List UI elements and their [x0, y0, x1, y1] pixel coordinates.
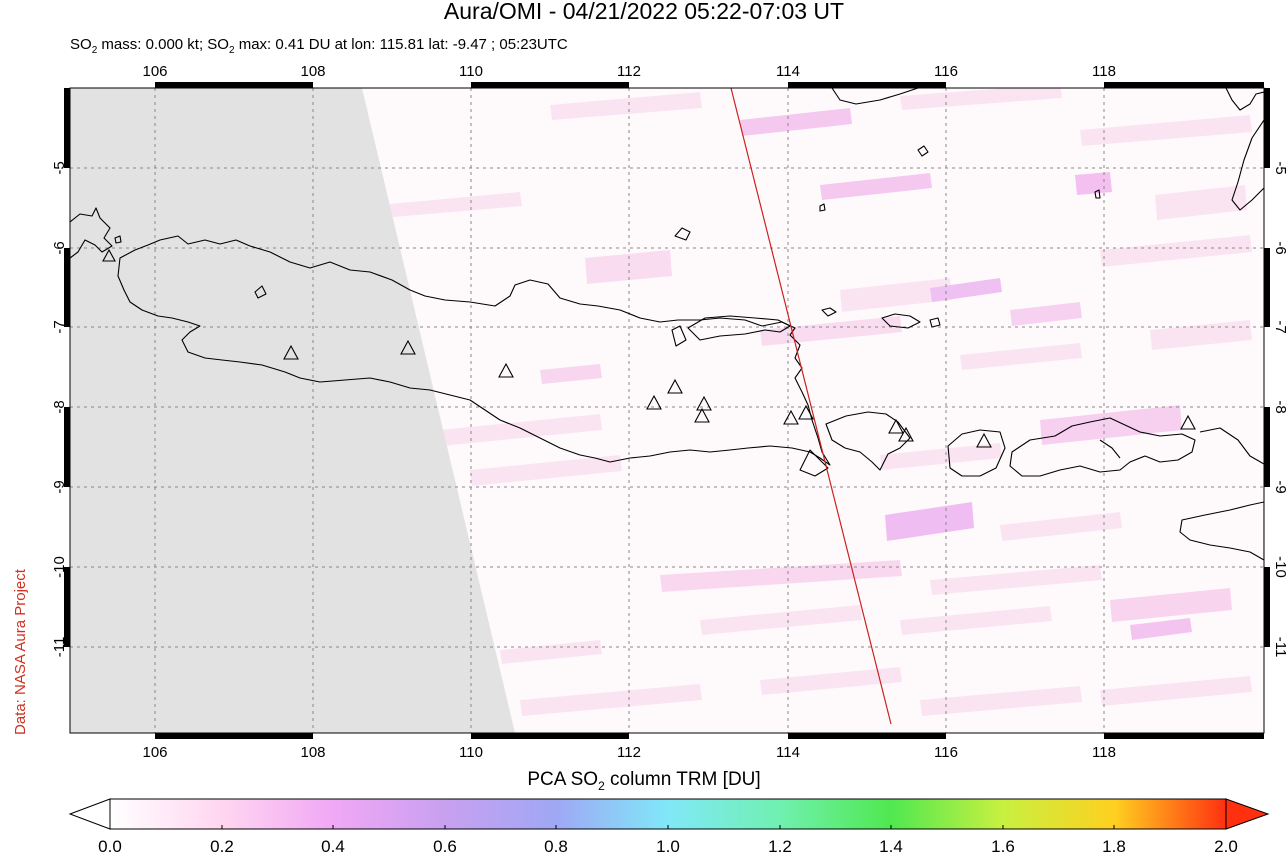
svg-text:108: 108 [300, 63, 325, 80]
svg-text:118: 118 [1092, 63, 1116, 80]
coastlines [70, 88, 1264, 561]
frame-ticks [64, 82, 1270, 739]
svg-text:116: 116 [934, 744, 958, 761]
triangle-icon [646, 394, 662, 410]
svg-text:0.0: 0.0 [98, 837, 122, 855]
svg-text:-11: -11 [51, 637, 68, 658]
svg-text:-5: -5 [1272, 161, 1288, 174]
svg-text:0.6: 0.6 [433, 837, 457, 855]
svg-text:0.2: 0.2 [210, 837, 234, 855]
lon-labels-bottom: 106 108 110 112 114 116 118 [142, 744, 1115, 761]
triangle-icon [667, 378, 683, 394]
colorbar [109, 798, 1227, 830]
lat-labels-right: -5 -6 -7 -8 -9 -10 -11 [1272, 161, 1288, 657]
graticule [70, 88, 1264, 733]
svg-text:114: 114 [776, 63, 800, 80]
triangle-icon [694, 407, 710, 423]
svg-text:-9: -9 [51, 480, 68, 493]
triangle-icon [498, 362, 514, 378]
svg-text:116: 116 [934, 63, 958, 80]
svg-text:108: 108 [300, 744, 325, 761]
svg-text:-7: -7 [1272, 320, 1288, 333]
svg-text:-9: -9 [1272, 480, 1288, 493]
colorbar-title: PCA SO2 column TRM [DU] [527, 769, 761, 793]
triangle-icon [400, 339, 416, 355]
svg-text:-10: -10 [1272, 556, 1288, 578]
triangle-icon [798, 404, 814, 420]
svg-text:1.4: 1.4 [879, 837, 903, 855]
triangle-icon [898, 426, 914, 442]
svg-text:-8: -8 [1272, 400, 1288, 413]
svg-text:-11: -11 [1272, 637, 1288, 658]
orbit-track [730, 88, 892, 725]
svg-text:-7: -7 [51, 320, 68, 333]
svg-text:-6: -6 [1272, 241, 1288, 254]
so2-summary: SO2 mass: 0.000 kt; SO2 max: 0.41 DU at … [70, 36, 568, 56]
colorbar-over-arrow [1225, 798, 1270, 830]
volcano-markers [102, 248, 1196, 448]
svg-text:0.8: 0.8 [544, 837, 568, 855]
svg-text:1.2: 1.2 [768, 837, 792, 855]
svg-text:-10: -10 [51, 556, 68, 578]
so2-retrieval-pixels [380, 88, 1252, 716]
svg-text:110: 110 [459, 63, 483, 80]
svg-text:118: 118 [1092, 744, 1116, 761]
svg-text:-6: -6 [51, 241, 68, 254]
svg-text:1.6: 1.6 [991, 837, 1015, 855]
svg-text:-5: -5 [51, 161, 68, 174]
no-data-region [70, 88, 515, 733]
triangle-icon [888, 418, 904, 434]
triangle-icon [283, 344, 299, 360]
svg-text:1.8: 1.8 [1102, 837, 1126, 855]
svg-text:114: 114 [776, 744, 800, 761]
svg-text:112: 112 [617, 744, 641, 761]
svg-text:2.0: 2.0 [1214, 837, 1238, 855]
svg-text:112: 112 [617, 63, 641, 80]
triangle-icon [696, 395, 712, 411]
map-title: Aura/OMI - 04/21/2022 05:22-07:03 UT [443, 0, 845, 24]
svg-text:110: 110 [459, 744, 483, 761]
colorbar-under-arrow [68, 798, 111, 830]
triangle-icon [783, 409, 799, 425]
lat-labels-left: -5 -6 -7 -8 -9 -10 -11 [51, 161, 68, 657]
triangle-icon [976, 432, 992, 448]
triangle-icon [102, 248, 116, 262]
svg-text:106: 106 [142, 744, 167, 761]
svg-text:-8: -8 [51, 400, 68, 413]
colorbar-tick-labels: 0.0 0.2 0.4 0.6 0.8 1.0 1.2 1.4 1.6 1.8 … [98, 837, 1238, 855]
triangle-icon [1180, 414, 1196, 430]
lon-labels-top: 106 108 110 112 114 116 118 [142, 63, 1115, 80]
svg-text:1.0: 1.0 [656, 837, 680, 855]
colorbar-tick-marks [221, 825, 1115, 829]
svg-text:106: 106 [142, 63, 167, 80]
svg-text:0.4: 0.4 [321, 837, 345, 855]
